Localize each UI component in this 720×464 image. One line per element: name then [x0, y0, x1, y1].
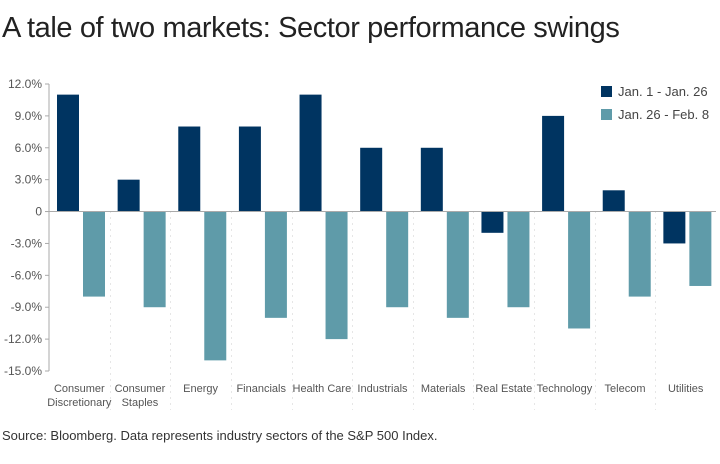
y-tick-label: -15.0% [4, 364, 42, 378]
y-tick-label: 9.0% [15, 109, 43, 123]
bar-series-1 [57, 94, 79, 212]
legend-swatch-series-2 [601, 109, 612, 120]
y-axis: 12.0% 9.0% 6.0% 3.0% 0 -3.0% -6.0% -9.0% -12.0% -… [4, 77, 50, 378]
y-tick-label: -9.0% [11, 300, 43, 314]
bar-series-2 [204, 211, 227, 361]
bar-series-2 [568, 211, 591, 329]
bar-series-2 [264, 211, 287, 318]
x-category-label: Industrials [357, 383, 408, 395]
bar-series-1 [420, 147, 443, 212]
y-tick-label: 3.0% [15, 173, 43, 187]
y-tick-label: -12.0% [4, 332, 42, 346]
x-category-label: Financials [236, 383, 286, 395]
bar-series-1 [299, 94, 322, 212]
x-category-label: Energy [183, 383, 218, 395]
bar-series-2 [689, 211, 712, 286]
bar-series-2 [386, 211, 409, 308]
x-category-label: Technology [537, 383, 593, 395]
x-category-label: Consumer Staples [115, 383, 166, 409]
x-category-label: Health Care [293, 383, 352, 395]
bar-series-2 [83, 211, 105, 297]
legend-label-series-2: Jan. 26 - Feb. 8 [618, 107, 709, 122]
legend: Jan. 1 - Jan. 26 Jan. 26 - Feb. 8 [601, 84, 709, 122]
x-category-label: Real Estate [475, 383, 532, 395]
y-tick-label: 12.0% [8, 77, 42, 91]
bar-series-1 [360, 147, 383, 212]
bar-series-2 [143, 211, 166, 308]
x-category-label: Consumer Discretionary [47, 383, 112, 409]
y-tick-label: -6.0% [11, 268, 43, 282]
x-category-label: Materials [421, 383, 466, 395]
bars [45, 94, 716, 361]
bar-series-1 [238, 126, 261, 212]
bar-series-1 [481, 211, 504, 233]
bar-series-2 [507, 211, 530, 308]
bar-series-1 [178, 126, 201, 212]
bar-series-2 [446, 211, 469, 318]
bar-series-1 [117, 179, 140, 212]
bar-series-1 [663, 211, 686, 244]
x-category-label: Telecom [605, 383, 646, 395]
bar-chart: 12.0% 9.0% 6.0% 3.0% 0 -3.0% -6.0% -9.0% -12.0% -… [4, 77, 716, 410]
bar-series-2 [325, 211, 348, 340]
legend-swatch-series-1 [601, 86, 612, 97]
y-tick-label: 0 [35, 205, 42, 219]
y-tick-label: -3.0% [11, 236, 43, 250]
bar-series-2 [628, 211, 651, 297]
source-note: Source: Bloomberg. Data represents indus… [2, 428, 438, 443]
bar-series-1 [602, 190, 625, 212]
legend-label-series-1: Jan. 1 - Jan. 26 [618, 84, 708, 99]
y-tick-label: 6.0% [15, 141, 43, 155]
x-category-label: Utilities [668, 383, 704, 395]
bar-series-1 [542, 115, 565, 212]
chart-title: A tale of two markets: Sector performanc… [2, 12, 620, 44]
